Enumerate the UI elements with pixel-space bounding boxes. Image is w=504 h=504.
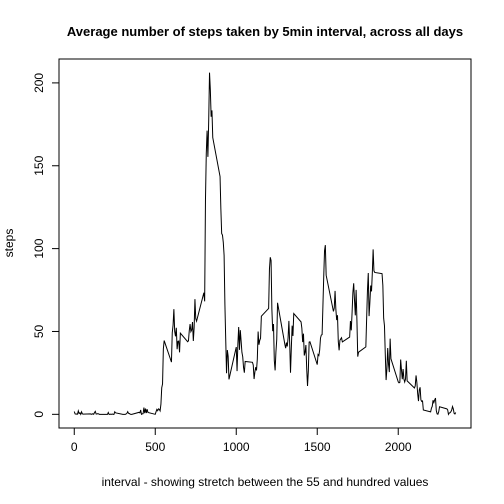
x-tick-label: 500 <box>145 440 165 454</box>
x-tick-label: 2000 <box>385 440 412 454</box>
y-tick-label: 0 <box>32 411 46 418</box>
line <box>73 72 457 416</box>
x-tick-label: 1500 <box>304 440 331 454</box>
y-tick-label: 200 <box>32 73 46 93</box>
y-tick-label: 50 <box>32 324 46 338</box>
chart-title: Average number of steps taken by 5min in… <box>67 24 463 39</box>
y-axis-label: steps <box>2 229 16 258</box>
x-axis-label: interval - showing stretch between the 5… <box>102 475 429 489</box>
y-tick-label: 100 <box>32 238 46 258</box>
y-tick-label: 150 <box>32 155 46 175</box>
x-tick-label: 0 <box>71 440 78 454</box>
x-tick-label: 1000 <box>223 440 250 454</box>
